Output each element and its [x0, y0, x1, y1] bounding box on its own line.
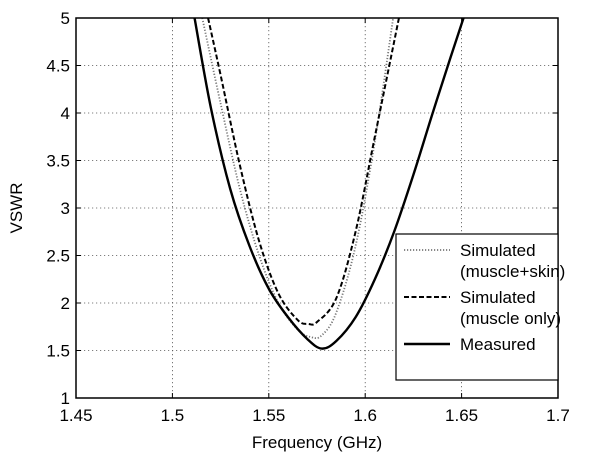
- legend-label: Simulated: [460, 288, 536, 307]
- x-tick-label: 1.6: [353, 406, 377, 425]
- legend-box: [395, 233, 559, 381]
- y-tick-label: 1: [61, 389, 70, 408]
- axis-ticks: 1.45 1.5 1.55 1.6 1.65 1.7 1 1.5 2 2.5 3 3.5 4 4.5 5: [46, 9, 569, 425]
- y-tick-label: 2.5: [46, 247, 70, 266]
- legend: Simulated (muscle+skin) Simulated (muscle o…: [395, 233, 565, 381]
- y-tick-label: 1.5: [46, 342, 70, 361]
- x-tick-label: 1.7: [546, 406, 570, 425]
- x-tick-label: 1.45: [59, 406, 92, 425]
- x-tick-label: 1.55: [252, 406, 285, 425]
- series-line-2: [193, 18, 465, 350]
- legend-label: (muscle+skin): [460, 262, 565, 281]
- y-axis-title: VSWR: [7, 183, 26, 234]
- legend-label: Simulated: [460, 241, 536, 260]
- series-line-0: [201, 18, 395, 340]
- legend-label: (muscle only): [460, 309, 561, 328]
- y-tick-label: 5: [61, 9, 70, 28]
- series-line-1: [207, 18, 400, 326]
- y-tick-label: 3: [61, 199, 70, 218]
- legend-label: Measured: [460, 335, 536, 354]
- series-lines: [193, 18, 465, 350]
- x-tick-label: 1.5: [161, 406, 185, 425]
- y-tick-label: 4: [61, 104, 70, 123]
- y-tick-label: 4.5: [46, 57, 70, 76]
- y-tick-label: 3.5: [46, 152, 70, 171]
- x-tick-label: 1.65: [445, 406, 478, 425]
- x-axis-title: Frequency (GHz): [252, 433, 382, 452]
- y-tick-label: 2: [61, 294, 70, 313]
